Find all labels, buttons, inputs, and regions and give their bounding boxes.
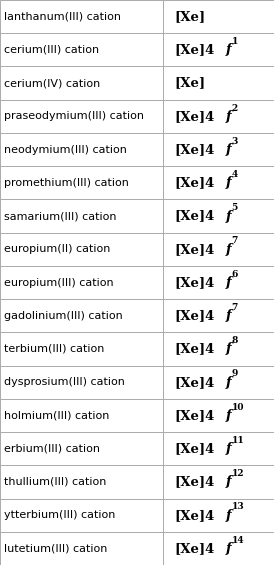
Text: 1: 1 — [232, 37, 238, 46]
Text: f: f — [226, 442, 232, 455]
Text: 13: 13 — [232, 502, 244, 511]
Text: [Xe]: [Xe] — [174, 10, 205, 23]
Text: f: f — [226, 143, 232, 156]
Text: [Xe]4: [Xe]4 — [174, 442, 214, 455]
Text: [Xe]4: [Xe]4 — [174, 276, 214, 289]
Text: [Xe]: [Xe] — [174, 77, 205, 90]
Text: terbium(III) cation: terbium(III) cation — [4, 344, 104, 354]
Text: samarium(III) cation: samarium(III) cation — [4, 211, 117, 221]
Text: [Xe]4: [Xe]4 — [174, 475, 214, 488]
Text: [Xe]4: [Xe]4 — [174, 542, 214, 555]
Text: 14: 14 — [232, 536, 244, 545]
Text: f: f — [226, 542, 232, 555]
Text: gadolinium(III) cation: gadolinium(III) cation — [4, 311, 123, 321]
Text: 8: 8 — [232, 336, 238, 345]
Text: 6: 6 — [232, 270, 238, 279]
Text: [Xe]4: [Xe]4 — [174, 44, 214, 57]
Text: f: f — [226, 376, 232, 389]
Text: europium(III) cation: europium(III) cation — [4, 277, 114, 288]
Text: 4: 4 — [232, 170, 238, 179]
Text: f: f — [226, 475, 232, 488]
Text: f: f — [226, 44, 232, 57]
Text: f: f — [226, 309, 232, 322]
Text: [Xe]4: [Xe]4 — [174, 176, 214, 189]
Text: 2: 2 — [232, 103, 238, 112]
Text: europium(II) cation: europium(II) cation — [4, 244, 110, 254]
Text: [Xe]4: [Xe]4 — [174, 309, 214, 322]
Text: [Xe]4: [Xe]4 — [174, 243, 214, 256]
Text: [Xe]4: [Xe]4 — [174, 110, 214, 123]
Text: 11: 11 — [232, 436, 244, 445]
Text: f: f — [226, 243, 232, 256]
Text: [Xe]4: [Xe]4 — [174, 210, 214, 223]
Text: thullium(III) cation: thullium(III) cation — [4, 477, 107, 487]
Text: promethium(III) cation: promethium(III) cation — [4, 178, 129, 188]
Text: f: f — [226, 210, 232, 223]
Text: ytterbium(III) cation: ytterbium(III) cation — [4, 510, 115, 520]
Text: dysprosium(III) cation: dysprosium(III) cation — [4, 377, 125, 387]
Text: f: f — [226, 176, 232, 189]
Text: f: f — [226, 508, 232, 521]
Text: cerium(IV) cation: cerium(IV) cation — [4, 78, 100, 88]
Text: lutetium(III) cation: lutetium(III) cation — [4, 544, 107, 553]
Text: [Xe]4: [Xe]4 — [174, 508, 214, 521]
Text: f: f — [226, 342, 232, 355]
Text: f: f — [226, 409, 232, 422]
Text: 3: 3 — [232, 137, 238, 146]
Text: 9: 9 — [232, 370, 238, 379]
Text: f: f — [226, 276, 232, 289]
Text: 12: 12 — [232, 469, 244, 478]
Text: [Xe]4: [Xe]4 — [174, 409, 214, 422]
Text: cerium(III) cation: cerium(III) cation — [4, 45, 99, 55]
Text: 7: 7 — [232, 237, 238, 245]
Text: 5: 5 — [232, 203, 238, 212]
Text: neodymium(III) cation: neodymium(III) cation — [4, 145, 127, 155]
Text: f: f — [226, 110, 232, 123]
Text: praseodymium(III) cation: praseodymium(III) cation — [4, 111, 144, 121]
Text: holmium(III) cation: holmium(III) cation — [4, 410, 110, 420]
Text: 7: 7 — [232, 303, 238, 312]
Text: [Xe]4: [Xe]4 — [174, 376, 214, 389]
Text: 10: 10 — [232, 403, 244, 412]
Text: [Xe]4: [Xe]4 — [174, 342, 214, 355]
Text: [Xe]4: [Xe]4 — [174, 143, 214, 156]
Text: erbium(III) cation: erbium(III) cation — [4, 444, 100, 454]
Text: lanthanum(III) cation: lanthanum(III) cation — [4, 12, 121, 21]
